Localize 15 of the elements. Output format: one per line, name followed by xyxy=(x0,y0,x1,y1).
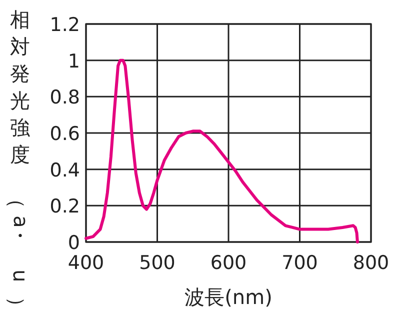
y-tick-label: 0.8 xyxy=(50,86,80,109)
x-tick-label: 400 xyxy=(68,252,104,274)
y-tick-label: 0 xyxy=(68,232,80,254)
x-axis-title: 波長(nm) xyxy=(184,285,272,309)
y-tick-label: 0.4 xyxy=(50,159,80,182)
x-tick-label: 600 xyxy=(210,252,247,274)
x-tick-label: 500 xyxy=(139,252,176,274)
x-tick-label: 800 xyxy=(352,252,390,274)
line-series xyxy=(84,58,359,244)
y-tick-label: 1 xyxy=(68,50,80,72)
text: 相対発光強度（a・u） xyxy=(5,8,33,316)
y-tick-label: 0.6 xyxy=(50,123,80,145)
x-tick-label: 700 xyxy=(282,252,318,274)
y-tick-label: 1.2 xyxy=(50,14,80,36)
y-tick-label: 0.2 xyxy=(50,196,80,218)
